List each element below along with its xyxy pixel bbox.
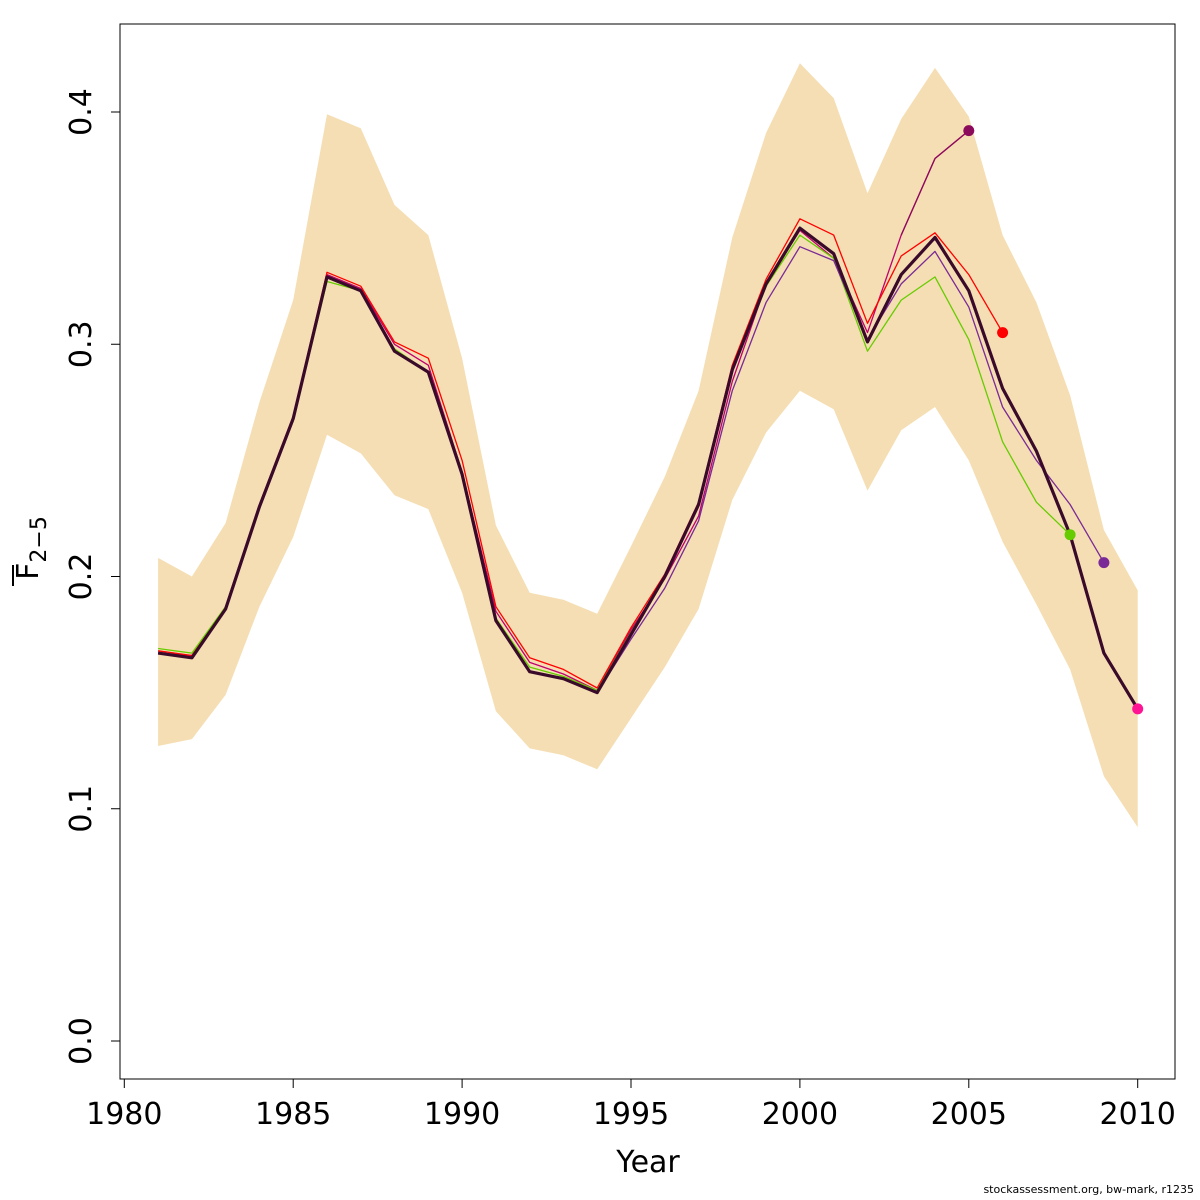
confidence-band <box>158 63 1138 828</box>
y-tick-label: 0.2 <box>64 553 99 601</box>
series-end-point-2 <box>997 327 1009 339</box>
y-tick-label: 0.3 <box>64 320 99 368</box>
x-axis-title: Year <box>615 1145 680 1180</box>
series-layer <box>157 130 1140 710</box>
confidence-band-layer <box>158 63 1138 828</box>
x-tick-label: 2005 <box>931 1097 1007 1132</box>
series-line-1 <box>900 130 970 236</box>
x-tick-label: 1995 <box>593 1097 669 1132</box>
y-axis-title-sub: 2−5 <box>27 516 52 562</box>
series-end-point-6 <box>1132 703 1144 715</box>
y-axis-title: F2−5 <box>11 516 52 586</box>
series-end-point-1 <box>963 125 975 137</box>
x-tick-label: 1980 <box>86 1097 162 1132</box>
footer-credit: stockassessment.org, bw-mark, r1235 <box>983 1183 1194 1196</box>
x-tick-label: 1985 <box>255 1097 331 1132</box>
series-line-5 <box>157 226 1140 710</box>
y-tick-label: 0.1 <box>64 785 99 833</box>
series-end-point-3 <box>1064 529 1076 541</box>
x-axis: 1980 1985 1990 1995 2000 2005 2010 <box>86 1078 1176 1132</box>
x-tick-label: 2000 <box>762 1097 838 1132</box>
x-tick-label: 2010 <box>1100 1097 1176 1132</box>
y-axis-title-main: F <box>11 563 46 580</box>
end-points-layer <box>963 125 1144 715</box>
y-tick-label: 0.4 <box>64 88 99 136</box>
series-end-point-4 <box>1098 557 1110 569</box>
y-axis: 0.0 0.1 0.2 0.3 0.4 <box>64 88 121 1065</box>
y-tick-label: 0.0 <box>64 1017 99 1065</box>
x-tick-label: 1990 <box>424 1097 500 1132</box>
svg-text:F2−5: F2−5 <box>11 516 52 580</box>
